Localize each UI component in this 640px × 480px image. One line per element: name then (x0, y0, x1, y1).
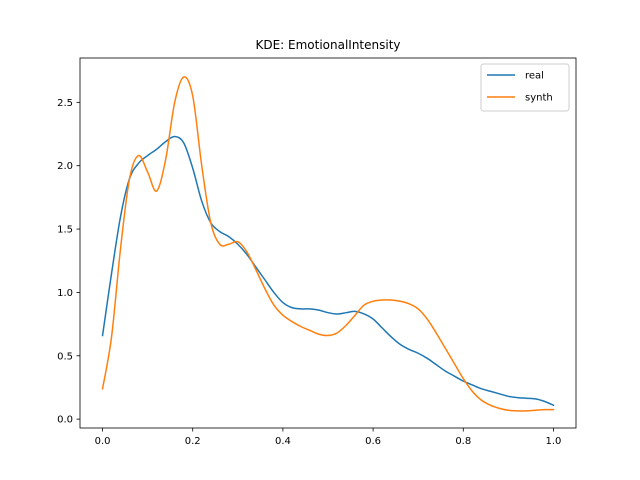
series-line-synth (101, 76, 555, 412)
y-tick-label: 0.5 (57, 351, 73, 362)
legend-label-synth: synth (525, 93, 553, 104)
x-tick-label: 0.0 (95, 436, 111, 447)
y-tick-label: 2.5 (57, 98, 73, 109)
legend-label-real: real (525, 71, 544, 82)
axes-frame (79, 57, 577, 429)
x-tick-label: 0.6 (365, 436, 381, 447)
x-axis: 0.0 0.2 0.4 0.6 0.8 1.0 (95, 428, 562, 447)
x-tick-label: 0.8 (455, 436, 471, 447)
y-tick-label: 0.0 (57, 415, 73, 426)
x-tick-label: 1.0 (546, 436, 562, 447)
chart-title: KDE: EmotionalIntensity (255, 38, 400, 52)
x-tick-label: 0.4 (275, 436, 291, 447)
y-axis: 0.0 0.5 1.0 1.5 2.0 2.5 (57, 98, 80, 426)
series-line-real (101, 135, 555, 407)
plot-area (79, 57, 577, 429)
legend: real synth (480, 63, 570, 112)
series-group (101, 76, 555, 412)
y-tick-label: 1.0 (57, 288, 73, 299)
x-tick-label: 0.2 (185, 436, 201, 447)
y-tick-label: 1.5 (57, 225, 73, 236)
y-tick-label: 2.0 (57, 161, 73, 172)
